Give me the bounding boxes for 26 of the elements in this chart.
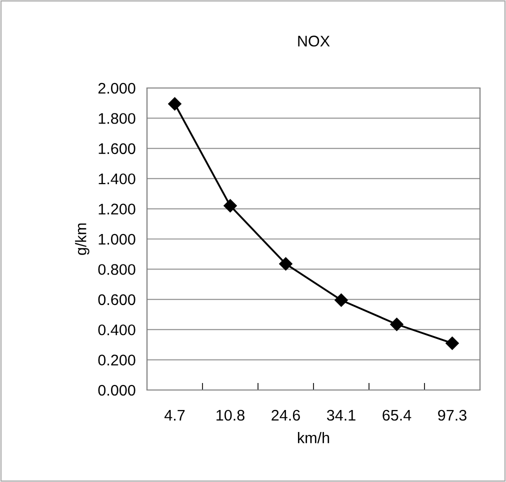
y-tick-label: 0.200 [98, 354, 136, 366]
x-tick-label: 4.7 [164, 410, 185, 421]
point [446, 336, 459, 350]
x-tick-label: 10.8 [216, 410, 244, 421]
x-axis-title: km/h [298, 432, 330, 444]
y-tick-label: 0.000 [98, 384, 136, 396]
y-tick-label: 1.600 [98, 143, 136, 154]
y-axis-title: g/km [75, 223, 90, 255]
y-tick-label: 1.400 [98, 173, 136, 184]
y-tick-label: 1.000 [98, 234, 136, 245]
x-tick-label: 97.3 [438, 410, 466, 421]
point [224, 199, 237, 212]
y-tick-label: 0.400 [98, 324, 136, 336]
point [334, 294, 348, 307]
y-tick-label: 2.000 [98, 82, 136, 94]
x-tick-label: 65.4 [382, 410, 412, 421]
x-tick-label: 34.1 [326, 410, 356, 421]
y-tick-label: 1.200 [98, 204, 136, 214]
x-tick-label: 24.6 [272, 410, 300, 421]
point [168, 97, 182, 110]
y-tick-label: 0.800 [98, 264, 136, 275]
point [390, 318, 404, 331]
point [279, 257, 292, 271]
chart-title: NOX [298, 36, 330, 46]
y-tick-label: 0.600 [98, 294, 136, 306]
y-tick-label: 1.800 [98, 113, 136, 124]
